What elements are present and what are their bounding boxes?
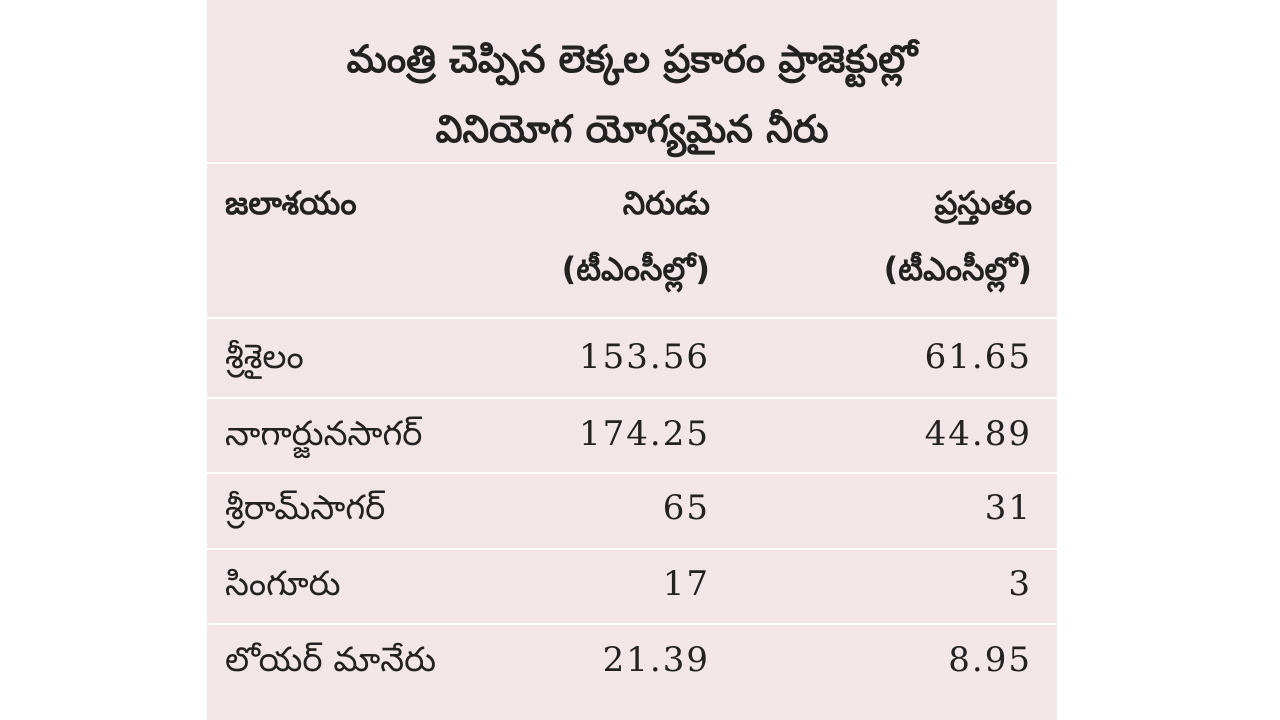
cell-value: 153.56: [579, 337, 710, 377]
row-label: శ్రీరామ్‌సాగర్: [225, 488, 386, 528]
cell-value: 174.25: [579, 414, 710, 454]
row-label: లోయర్ మానేరు: [225, 640, 437, 680]
cell-value: 3: [1008, 564, 1032, 604]
rule: [207, 623, 1057, 625]
title-line: వినియోగ యోగ్యమైన నీరు: [435, 107, 829, 151]
column-header: ప్రస్తుతం: [934, 184, 1032, 222]
row-label: నాగార్జునసాగర్: [225, 414, 423, 454]
rule: [207, 472, 1057, 474]
cell-value: 17: [662, 564, 710, 604]
cell-value: 44.89: [924, 414, 1032, 454]
column-header: నిరుడు: [622, 184, 710, 222]
column-header: జలాశయం: [225, 184, 357, 222]
column-header: (టీఎంసీల్లో): [561, 250, 710, 288]
column-header: (టీఎంసీల్లో): [883, 250, 1032, 288]
rule: [207, 317, 1057, 319]
table-panel: మంత్రి చెప్పిన లెక్కల ప్రకారం ప్రాజెక్టు…: [207, 0, 1057, 720]
cell-value: 21.39: [602, 640, 710, 680]
cell-value: 31: [984, 488, 1032, 528]
title-line: మంత్రి చెప్పిన లెక్కల ప్రకారం ప్రాజెక్టు…: [346, 37, 918, 81]
cell-value: 8.95: [948, 640, 1032, 680]
row-label: సింగూరు: [225, 564, 341, 604]
cell-value: 65: [662, 488, 710, 528]
cell-value: 61.65: [924, 337, 1032, 377]
row-label: శ్రీశైలం: [225, 337, 304, 377]
rule: [207, 162, 1057, 164]
rule: [207, 397, 1057, 399]
rule: [207, 548, 1057, 550]
